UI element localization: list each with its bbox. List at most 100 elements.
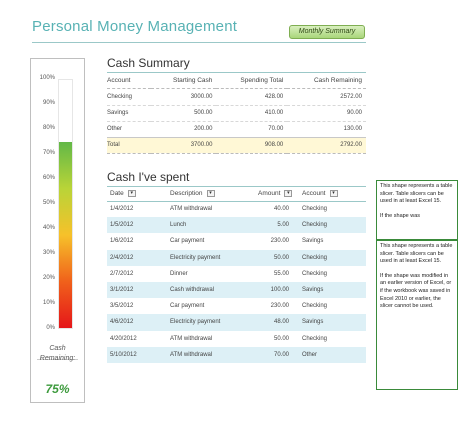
- spent-cell: 55.00: [273, 270, 289, 277]
- summary-cell: 200.00: [150, 121, 217, 138]
- spent-row: 1/5/2012 Lunch 5.00 Checking: [107, 217, 366, 234]
- gauge-track: [58, 79, 73, 329]
- spent-column-label: Description: [170, 190, 203, 198]
- note-text: If the shape was: [380, 212, 421, 219]
- note-text: This shape represents a table slicer. Ta…: [380, 243, 453, 265]
- spent-row: 5/10/2012 ATM withdrawal 70.00 Other: [107, 346, 366, 363]
- gauge-caption-line2: Remaining:: [39, 355, 76, 362]
- spent-column-header: Description ▾: [167, 187, 255, 202]
- summary-cell: Other: [107, 121, 151, 138]
- summary-total-row: Total 3700.00 908.00 2792.00: [107, 136, 366, 154]
- summary-row: Savings 500.00 410.00 90.00: [107, 105, 366, 122]
- spent-cell: 100.00: [255, 281, 299, 299]
- slicer-note-top[interactable]: This shape represents a table slicer. Ta…: [376, 180, 458, 240]
- spent-cell: 4/6/2012: [107, 314, 167, 331]
- summary-column-header: Starting Cash: [150, 74, 217, 89]
- summary-column-header: Cash Remaining: [287, 74, 366, 89]
- spent-cell: 48.00: [255, 314, 299, 331]
- spent-cell: 1/5/2012: [107, 217, 167, 234]
- spent-cell: 2/7/2012: [110, 270, 134, 277]
- spent-cell: 50.00: [255, 249, 299, 266]
- spent-row: 1/4/2012 ATM withdrawal 40.00 Checking: [107, 201, 366, 217]
- spent-cell: 230.00: [270, 238, 289, 245]
- summary-cell: Savings: [107, 105, 151, 122]
- spent-cell: Savings: [299, 281, 366, 299]
- spent-cell: 5.00: [255, 217, 299, 234]
- summary-row: Checking 3000.00 428.00 2572.00: [107, 89, 366, 106]
- spent-column-header: Amount ▾: [255, 187, 299, 202]
- gauge-tick-label: 90%: [42, 100, 55, 106]
- spent-row: 3/1/2012 Cash withdrawal 100.00 Savings: [107, 281, 366, 299]
- app-title: Personal Money Management: [32, 18, 238, 35]
- slicer-note-bottom[interactable]: This shape represents a table slicer. Ta…: [376, 240, 458, 390]
- summary-cell: 130.00: [287, 121, 366, 138]
- spent-cell: 230.00: [270, 303, 289, 310]
- summary-column-header: Account: [107, 74, 151, 89]
- gauge-fill: [59, 142, 72, 328]
- spent-cell: 40.00: [273, 206, 289, 213]
- cash-remaining-gauge: 100% 90% 80% 70% 60% 50% 40% 30% 20% 10% 0% Cash R…: [30, 58, 85, 403]
- spent-cell: Checking: [302, 303, 328, 310]
- cash-summary-rule: [107, 72, 366, 73]
- spent-row: 3/5/2012 Car payment 230.00 Checking: [107, 298, 366, 314]
- spent-column-header: Date ▾: [107, 187, 167, 202]
- spent-cell: Checking: [299, 249, 366, 266]
- summary-cell: Checking: [107, 89, 151, 106]
- monthly-summary-tab[interactable]: Monthly Summary: [289, 25, 365, 39]
- note-text: If the shape was modified in an earlier …: [380, 272, 452, 310]
- gauge-tick-label: 100%: [39, 75, 55, 81]
- summary-cell: 3000.00: [150, 89, 217, 106]
- filter-dropdown-icon[interactable]: ▾: [284, 190, 293, 198]
- spent-row: 4/20/2012 ATM withdrawal 50.00 Checking: [107, 331, 366, 347]
- spent-cell: Checking: [302, 270, 328, 277]
- cash-remaining-percent: 75%: [45, 382, 70, 396]
- filter-dropdown-icon[interactable]: ▾: [329, 190, 338, 198]
- spent-cell: Electricity payment: [167, 314, 255, 331]
- spent-cell: 70.00: [255, 346, 299, 363]
- spent-cell: 4/20/2012: [110, 335, 137, 342]
- cash-summary-table: Account Starting Cash Spending Total Cash R…: [107, 74, 366, 154]
- spent-cell: 2/4/2012: [107, 249, 167, 266]
- spent-cell: ATM withdrawal: [167, 346, 255, 363]
- summary-row: Other 200.00 70.00 130.00: [107, 121, 366, 138]
- spent-cell: Car payment: [170, 303, 205, 310]
- spent-cell: Checking: [302, 335, 328, 342]
- spent-cell: 50.00: [273, 335, 289, 342]
- summary-cell: 410.00: [216, 105, 288, 122]
- summary-cell: 428.00: [216, 89, 288, 106]
- gauge-tick-label: 20%: [42, 275, 55, 281]
- spent-cell: Savings: [302, 238, 324, 245]
- spent-cell: 3/1/2012: [107, 281, 167, 299]
- spent-cell: Dinner: [170, 270, 188, 277]
- title-divider: [32, 42, 366, 43]
- spent-cell: 1/4/2012: [110, 206, 134, 213]
- spent-cell: Checking: [299, 217, 366, 234]
- summary-cell: 90.00: [287, 105, 366, 122]
- spent-column-label: Account: [302, 190, 326, 198]
- gauge-tick-label: 70%: [42, 150, 55, 156]
- summary-cell: 2572.00: [287, 89, 366, 106]
- spent-column-label: Date: [110, 190, 124, 198]
- filter-dropdown-icon[interactable]: ▾: [206, 190, 215, 198]
- spent-cell: Cash withdrawal: [167, 281, 255, 299]
- cash-spent-title: Cash I've spent: [107, 170, 190, 184]
- gauge-tick-label: 50%: [42, 200, 55, 206]
- filter-dropdown-icon[interactable]: ▾: [127, 190, 136, 198]
- spent-row: 2/4/2012 Electricity payment 50.00 Checking: [107, 249, 366, 266]
- spent-column-header: Account ▾: [299, 187, 366, 202]
- spent-cell: 1/6/2012: [110, 238, 134, 245]
- gauge-caption-line1: Cash: [49, 345, 66, 352]
- spent-row: 2/7/2012 Dinner 55.00 Checking: [107, 266, 366, 282]
- gauge-tick-label: 0%: [46, 325, 55, 331]
- gauge-tick-label: 10%: [42, 300, 55, 306]
- spent-column-label: Amount: [258, 190, 281, 198]
- spent-cell: Savings: [299, 314, 366, 331]
- summary-total-cell: 908.00: [216, 136, 288, 154]
- spent-cell: Car payment: [170, 238, 205, 245]
- summary-cell: 500.00: [150, 105, 217, 122]
- note-text: This shape represents a table slicer. Ta…: [380, 183, 453, 205]
- cash-summary-title: Cash Summary: [107, 56, 190, 70]
- cash-spent-table: Date ▾ Description ▾ Amount ▾ Account ▾ 1/4/201…: [107, 187, 366, 363]
- summary-total-cell: Total: [107, 136, 151, 154]
- spent-cell: 5/10/2012: [107, 346, 167, 363]
